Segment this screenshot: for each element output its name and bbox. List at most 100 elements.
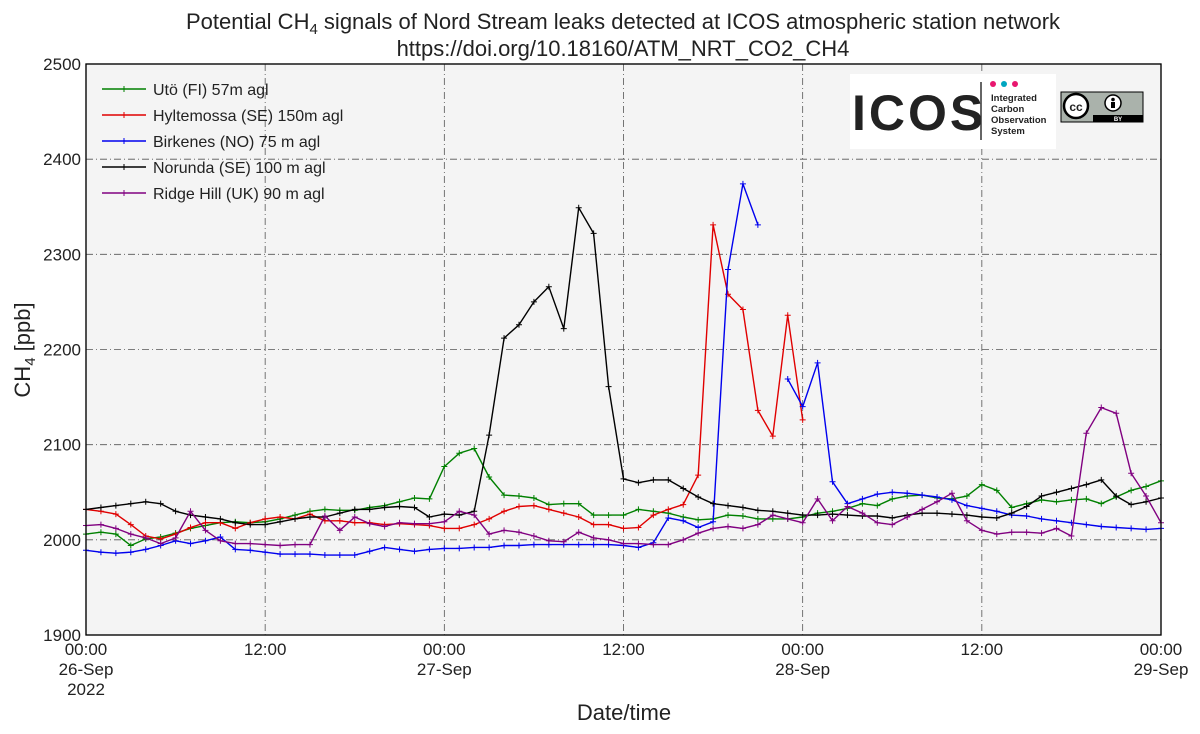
data-point (441, 545, 448, 552)
data-point (1098, 404, 1105, 411)
data-point (1098, 476, 1105, 483)
logo-wordmark: ICOS (852, 85, 986, 141)
y-tick-label: 1900 (43, 626, 81, 645)
data-point (978, 481, 985, 488)
data-point (247, 521, 254, 528)
data-point (665, 476, 672, 483)
data-point (889, 495, 896, 502)
data-point (695, 494, 702, 501)
data-point (396, 503, 403, 510)
data-point (471, 521, 478, 528)
data-point (620, 475, 627, 482)
data-point (665, 541, 672, 548)
data-point (680, 485, 687, 492)
logo-tagline-1: Integrated (991, 93, 1037, 104)
data-point (157, 500, 164, 507)
by-label: BY (1114, 117, 1122, 123)
data-point (1083, 521, 1090, 528)
data-point (814, 359, 821, 366)
data-point (560, 538, 567, 545)
x-tick-label: 00:00 (1140, 640, 1183, 659)
data-point (934, 498, 941, 505)
cc-icon-label: cc (1069, 100, 1083, 114)
data-point (112, 502, 119, 509)
data-point (292, 551, 299, 558)
data-point (97, 529, 104, 536)
x-tick-label: 12:00 (602, 640, 645, 659)
data-point (844, 512, 851, 519)
data-point (112, 531, 119, 538)
data-point (217, 515, 224, 522)
data-point (501, 542, 508, 549)
data-point (1038, 515, 1045, 522)
data-point (381, 523, 388, 530)
data-point (172, 534, 179, 541)
data-point (515, 503, 522, 510)
data-point (277, 518, 284, 525)
data-point (336, 510, 343, 517)
data-point (993, 514, 1000, 521)
data-point (1023, 529, 1030, 536)
data-point (366, 548, 373, 555)
data-point (1098, 500, 1105, 507)
data-point (904, 513, 911, 520)
data-point (814, 512, 821, 519)
data-point (456, 508, 463, 515)
logo-tagline-2: Carbon (991, 104, 1024, 115)
logo-dot (990, 81, 996, 87)
data-point (874, 519, 881, 526)
data-point (650, 541, 657, 548)
data-point (784, 510, 791, 517)
data-point (814, 495, 821, 502)
data-point (948, 511, 955, 518)
data-point (471, 512, 478, 519)
data-point (381, 504, 388, 511)
data-point (650, 512, 657, 519)
data-point (515, 542, 522, 549)
data-point (232, 540, 239, 547)
data-point (112, 511, 119, 518)
data-point (142, 546, 149, 553)
data-point (710, 221, 717, 228)
data-point (232, 546, 239, 553)
data-point (515, 529, 522, 536)
data-point (426, 520, 433, 527)
data-point (381, 544, 388, 551)
data-point (1143, 526, 1150, 533)
x-tick-label: 12:00 (961, 640, 1004, 659)
x-tick-label: 2022 (67, 680, 105, 699)
logo-dot (1001, 81, 1007, 87)
data-point (202, 537, 209, 544)
legend-marker (121, 190, 127, 196)
data-point (351, 506, 358, 513)
cc-by-badge: cc BY (1060, 91, 1144, 123)
data-point (784, 376, 791, 383)
legend-label: Norunda (SE) 100 m agl (153, 160, 326, 177)
data-point (172, 508, 179, 515)
data-point (799, 403, 806, 410)
data-point (396, 519, 403, 526)
by-icon-body (1111, 102, 1115, 108)
data-point (575, 513, 582, 520)
data-point (590, 512, 597, 519)
data-point (456, 450, 463, 457)
data-point (441, 518, 448, 525)
data-point (725, 512, 732, 519)
logo-tagline-3: Observation (991, 115, 1047, 126)
legend-marker (121, 86, 127, 92)
data-point (277, 551, 284, 558)
data-point (1008, 529, 1015, 536)
data-point (754, 515, 761, 522)
data-point (1038, 530, 1045, 537)
data-point (710, 518, 717, 525)
data-point (262, 521, 269, 528)
data-point (993, 508, 1000, 515)
data-point (1143, 498, 1150, 505)
data-point (515, 493, 522, 500)
data-point (530, 298, 537, 305)
data-point (501, 508, 508, 515)
data-point (142, 534, 149, 541)
data-point (441, 525, 448, 532)
data-point (486, 432, 493, 439)
data-point (919, 492, 926, 499)
